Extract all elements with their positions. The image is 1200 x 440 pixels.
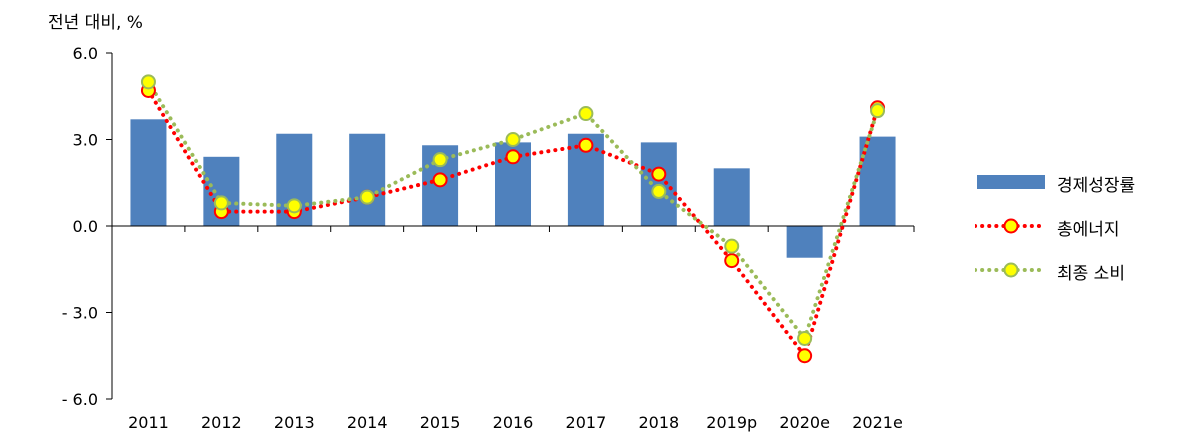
point-final-consumption-2012 xyxy=(213,195,229,211)
legend-label-final-consumption: 최종 소비 xyxy=(1057,264,1125,284)
y-tick-label: - 6.0 xyxy=(62,390,98,409)
y-tick-label: - 3.0 xyxy=(62,304,98,323)
x-tick-label: 2017 xyxy=(566,413,607,432)
point-final-consumption-2016 xyxy=(505,132,521,147)
legend-bar-swatch xyxy=(977,175,1045,189)
point-final-consumption-2011 xyxy=(140,74,156,90)
x-tick-label: 2018 xyxy=(638,413,679,432)
x-tick-label: 2019p xyxy=(706,413,757,432)
x-tick-label: 2014 xyxy=(347,413,388,432)
y-tick-label: 0.0 xyxy=(73,217,98,236)
bar-2020e xyxy=(786,226,823,258)
point-final-consumption-2014 xyxy=(359,189,375,205)
bar-2014 xyxy=(349,133,386,226)
tick-labels: 6.0 3.0 0.0 - 3.0 - 6.0 2011 2012 2013 2014 2015 2… xyxy=(62,44,903,432)
point-total-energy-2016 xyxy=(505,149,521,165)
point-final-consumption-2015 xyxy=(432,152,448,168)
x-tick-label: 2015 xyxy=(420,413,461,432)
point-final-consumption-2013 xyxy=(286,198,302,214)
x-tick-label: 2016 xyxy=(493,413,534,432)
legend-line-swatch-green xyxy=(975,262,1047,278)
x-tick-label: 2012 xyxy=(201,413,242,432)
bar-2019p xyxy=(713,168,750,226)
x-tick-label: 2013 xyxy=(274,413,315,432)
point-final-consumption-2021e xyxy=(870,103,886,119)
axes xyxy=(106,52,915,400)
legend-label-total-energy: 총에너지 xyxy=(1057,220,1120,240)
point-final-consumption-2017 xyxy=(578,106,594,122)
legend-label-gdp: 경제성장률 xyxy=(1057,176,1136,196)
point-final-consumption-2020e xyxy=(797,330,813,346)
point-total-energy-2017 xyxy=(578,137,594,153)
y-tick-label: 6.0 xyxy=(73,44,98,63)
y-tick-label: 3.0 xyxy=(73,131,98,150)
point-total-energy-2019p xyxy=(724,253,740,269)
point-total-energy-2018 xyxy=(651,166,667,182)
line-series xyxy=(140,74,886,364)
x-tick-label: 2021e xyxy=(852,413,903,432)
point-final-consumption-2018 xyxy=(651,183,667,199)
legend-line-swatch-red xyxy=(975,218,1047,234)
point-total-energy-2020e xyxy=(797,348,813,364)
point-final-consumption-2019p xyxy=(724,238,740,254)
x-tick-label: 2020e xyxy=(779,413,830,432)
y-axis-title: 전년 대비, % xyxy=(48,13,143,33)
x-tick-label: 2011 xyxy=(128,413,169,432)
point-total-energy-2015 xyxy=(432,172,448,188)
bar-2011 xyxy=(130,119,167,226)
